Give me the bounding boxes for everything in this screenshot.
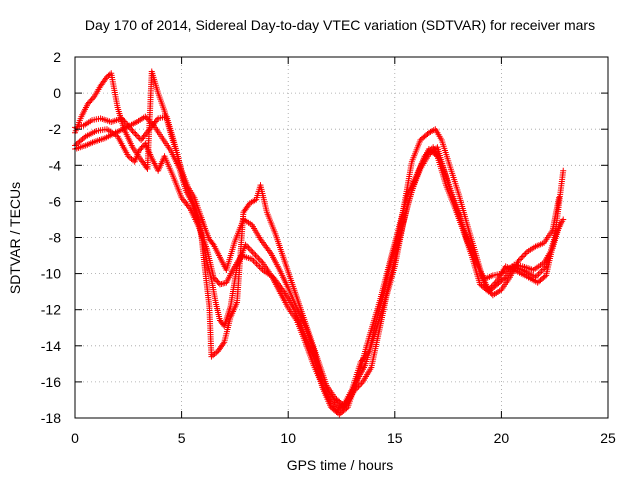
y-tick-label: -10 xyxy=(41,266,61,282)
x-tick-label: 20 xyxy=(494,430,510,446)
data-point xyxy=(215,279,222,286)
y-tick-label: 0 xyxy=(53,85,61,101)
data-point xyxy=(84,100,91,107)
x-tick-label: 15 xyxy=(387,430,403,446)
x-tick-label: 5 xyxy=(178,430,186,446)
data-point xyxy=(138,144,145,151)
y-tick-label: -18 xyxy=(41,410,61,426)
grid-lines xyxy=(75,57,608,418)
y-tick-label: -12 xyxy=(41,302,61,318)
y-tick-label: -8 xyxy=(49,230,62,246)
data-point xyxy=(327,400,334,407)
y-tick-label: -6 xyxy=(49,193,62,209)
data-point xyxy=(424,131,431,138)
y-tick-label: -16 xyxy=(41,374,61,390)
data-point xyxy=(330,403,337,410)
data-point xyxy=(560,167,567,174)
data-point xyxy=(501,275,508,282)
data-point xyxy=(137,146,144,153)
x-axis-label: GPS time / hours xyxy=(287,457,394,473)
y-tick-label: -4 xyxy=(49,157,62,173)
data-point xyxy=(88,96,95,103)
data-point xyxy=(329,402,336,409)
y-axis-label: SDTVAR / TECUs xyxy=(7,182,23,294)
data-point xyxy=(331,404,338,411)
y-tick-label: -2 xyxy=(49,121,62,137)
data-point xyxy=(86,99,93,106)
data-point xyxy=(214,278,221,285)
data-point xyxy=(555,194,562,201)
x-tick-label: 25 xyxy=(600,430,616,446)
data-point xyxy=(139,143,146,150)
x-tick-label: 10 xyxy=(280,430,296,446)
data-point xyxy=(213,277,220,284)
y-tick-label: 2 xyxy=(53,49,61,65)
data-points xyxy=(72,68,567,418)
series-4 xyxy=(72,68,562,409)
data-point xyxy=(541,273,548,280)
data-point xyxy=(560,216,567,223)
data-point xyxy=(209,240,216,247)
data-point xyxy=(87,98,94,105)
chart-title: Day 170 of 2014, Sidereal Day-to-day VTE… xyxy=(85,17,595,33)
axis-ticks xyxy=(74,56,609,419)
x-tick-label: 0 xyxy=(71,430,79,446)
y-tick-label: -14 xyxy=(41,338,61,354)
data-point xyxy=(558,220,565,227)
data-point xyxy=(89,95,96,102)
